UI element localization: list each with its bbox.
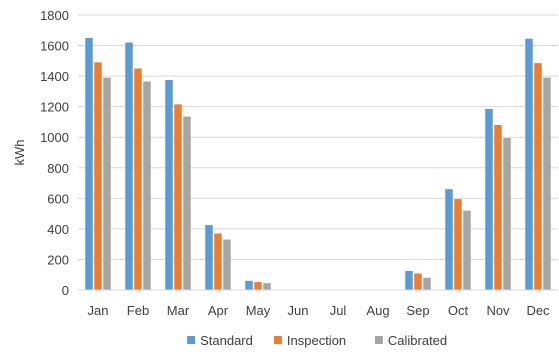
bar-calibrated-nov	[503, 137, 511, 290]
y-tick-label: 1800	[40, 8, 69, 23]
y-tick-label: 800	[47, 161, 69, 176]
bars	[85, 37, 551, 291]
bar-standard-apr	[205, 225, 213, 290]
bar-calibrated-jan	[103, 77, 111, 290]
bar-inspection-sep	[414, 273, 422, 290]
legend: Standard Inspection Calibrated	[187, 333, 447, 348]
bar-standard-oct	[445, 189, 453, 290]
x-tick-label: Aug	[366, 303, 389, 318]
bar-inspection-feb	[134, 68, 142, 290]
bar-calibrated-mar	[183, 116, 191, 290]
bar-standard-feb	[125, 42, 133, 290]
legend-label-inspection: Inspection	[287, 333, 346, 348]
x-tick-label: Feb	[127, 303, 149, 318]
y-tick-label: 200	[47, 252, 69, 267]
y-tick-label: 400	[47, 222, 69, 237]
bar-inspection-apr	[214, 233, 222, 290]
x-tick-label: May	[246, 303, 271, 318]
x-tick-label: Oct	[448, 303, 469, 318]
legend-swatch-calibrated	[374, 336, 383, 344]
bar-calibrated-may	[263, 283, 271, 291]
y-tick-label: 1400	[40, 69, 69, 84]
bar-standard-dec	[525, 38, 533, 291]
legend-label-standard: Standard	[200, 333, 253, 348]
bar-calibrated-sep	[423, 277, 431, 290]
gridlines	[78, 14, 558, 260]
y-tick-label: 600	[47, 191, 69, 206]
bar-standard-mar	[165, 79, 173, 291]
y-tick-label: 1000	[40, 130, 69, 145]
x-tick-label: Jun	[288, 303, 309, 318]
bar-calibrated-apr	[223, 239, 231, 290]
x-tick-label: Dec	[526, 303, 550, 318]
bar-inspection-jan	[94, 62, 102, 290]
bar-standard-jan	[85, 37, 93, 290]
x-tick-label: Nov	[486, 303, 510, 318]
y-axis-ticks: 0 200 400 600 800 1000 1200 1400 1600 1800	[40, 8, 69, 298]
x-tick-label: Apr	[208, 303, 229, 318]
bar-calibrated-dec	[543, 77, 551, 290]
legend-label-calibrated: Calibrated	[388, 333, 447, 348]
x-tick-label: Jan	[88, 303, 109, 318]
y-tick-label: 0	[62, 283, 69, 298]
x-tick-label: Mar	[167, 303, 190, 318]
legend-swatch-inspection	[273, 336, 282, 344]
bar-inspection-oct	[454, 199, 462, 290]
bar-inspection-dec	[534, 63, 542, 291]
legend-swatch-standard	[187, 336, 196, 344]
bar-inspection-mar	[174, 104, 182, 291]
bar-standard-may	[245, 280, 253, 290]
bar-standard-nov	[485, 108, 493, 291]
y-tick-label: 1600	[40, 39, 69, 54]
x-tick-label: Jul	[330, 303, 347, 318]
bar-inspection-nov	[494, 125, 502, 290]
bar-standard-sep	[405, 270, 413, 290]
bar-calibrated-oct	[463, 210, 471, 290]
y-axis-label: kWh	[12, 140, 27, 166]
bar-calibrated-feb	[143, 81, 151, 291]
x-axis-ticks: Jan Feb Mar Apr May Jun Jul Aug Sep Oct Nov Dec	[88, 303, 551, 318]
y-tick-label: 1200	[40, 100, 69, 115]
x-tick-label: Sep	[406, 303, 429, 318]
bar-inspection-may	[254, 282, 262, 290]
